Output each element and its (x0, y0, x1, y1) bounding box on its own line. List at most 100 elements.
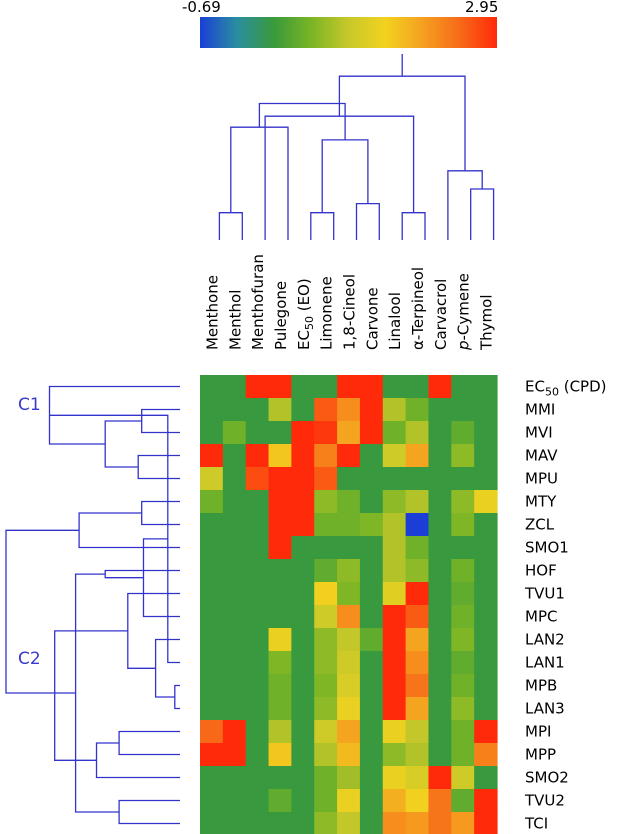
column-label: Carvone (363, 287, 381, 350)
heatmap-cell (268, 628, 292, 652)
heatmap-cell (405, 812, 430, 834)
heatmap-cell (245, 467, 270, 491)
heatmap-cell (474, 398, 498, 422)
heatmap-cell (428, 697, 452, 721)
heatmap-cell (382, 812, 407, 834)
row-label: MVI (525, 424, 553, 442)
heatmap-cell (337, 467, 361, 491)
column-dendrogram-branch (310, 212, 335, 240)
row-label: TCI (524, 815, 548, 833)
heatmap-cell (245, 651, 270, 675)
column-dendrogram-branch (401, 212, 426, 240)
heatmap-cell (222, 789, 247, 813)
heatmap-cell (428, 421, 452, 445)
heatmap-cell (291, 812, 315, 834)
heatmap-cell (337, 605, 361, 629)
row-label: SMO2 (525, 769, 569, 787)
heatmap-cell (200, 375, 224, 399)
column-dendrogram-branch (355, 202, 380, 240)
row-dendrogram-branch (137, 454, 180, 480)
heatmap-cell (359, 651, 384, 675)
heatmap-cell (200, 513, 224, 537)
heatmap-cell (314, 789, 338, 813)
heatmap-cell (222, 375, 247, 399)
heatmap-cell (382, 467, 407, 491)
heatmap-cell (451, 536, 475, 560)
heatmap-cell (245, 628, 270, 652)
row-label: HOF (525, 562, 557, 580)
heatmap-cell (474, 812, 498, 834)
heatmap-cell (359, 444, 384, 468)
heatmap-cell (245, 720, 270, 744)
heatmap-cell (245, 766, 270, 790)
heatmap-cell (222, 582, 247, 606)
heatmap-cell (268, 789, 292, 813)
heatmap-cell (451, 628, 475, 652)
heatmap-cell (291, 421, 315, 445)
heatmap-cell (474, 766, 498, 790)
heatmap-cell (200, 421, 224, 445)
heatmap-cell (382, 766, 407, 790)
row-label: LAN2 (525, 631, 565, 649)
heatmap-cell (314, 398, 338, 422)
colorbar-min-label: -0.69 (182, 0, 221, 16)
heatmap-cell (382, 697, 407, 721)
row-label: TVU2 (524, 792, 565, 810)
heatmap-cell (405, 398, 430, 422)
heatmap-cell (428, 398, 452, 422)
heatmap-cell (474, 789, 498, 813)
heatmap-cell (222, 559, 247, 583)
heatmap-cell (268, 536, 292, 560)
heatmap-cell (245, 697, 270, 721)
heatmap-cell (405, 766, 430, 790)
colorbar-gradient (200, 17, 497, 48)
row-label: MMI (525, 401, 555, 419)
heatmap-cell (337, 513, 361, 537)
column-dendrogram-branch (338, 75, 466, 171)
heatmap-cell (428, 628, 452, 652)
heatmap-cell (245, 559, 270, 583)
row-dendrogram-branch (104, 569, 180, 579)
row-label: MPB (525, 677, 557, 695)
cluster-label-c2: C2 (18, 649, 41, 669)
heatmap-cell (314, 766, 338, 790)
heatmap-cell (359, 536, 384, 560)
heatmap-cell (222, 490, 247, 514)
heatmap-cell (405, 490, 430, 514)
row-dendrogram-branch (5, 529, 80, 694)
heatmap-cell (222, 720, 247, 744)
heatmap-cell (428, 559, 452, 583)
heatmap-cell (382, 398, 407, 422)
heatmap-cell (200, 444, 224, 468)
heatmap-cell (268, 467, 292, 491)
heatmap-cell (314, 559, 338, 583)
heatmap-cell (291, 628, 315, 652)
heatmap-cells (200, 375, 498, 834)
heatmap-cell (451, 674, 475, 698)
heatmap-cell (405, 444, 430, 468)
heatmap-cell (382, 536, 407, 560)
heatmap-cell (291, 375, 315, 399)
row-dendrogram-branch (141, 408, 180, 434)
heatmap-cell (451, 513, 475, 537)
colorbar-max-label: 2.95 (465, 0, 498, 16)
heatmap-cell (268, 421, 292, 445)
heatmap-cell (359, 421, 384, 445)
heatmap-cell (245, 444, 270, 468)
heatmap-cell (337, 674, 361, 698)
heatmap-cell (222, 444, 247, 468)
heatmap-cell (428, 812, 452, 834)
heatmap-cell (405, 697, 430, 721)
heatmap-cell (405, 536, 430, 560)
heatmap-cell (291, 743, 315, 767)
heatmap-cell (222, 651, 247, 675)
heatmap-cell (291, 559, 315, 583)
heatmap-cell (337, 421, 361, 445)
heatmap-cell (405, 674, 430, 698)
column-label: p-Cymene (455, 273, 473, 351)
heatmap-cell (291, 720, 315, 744)
heatmap-cell (200, 559, 224, 583)
heatmap-cell (314, 720, 338, 744)
row-label: LAN1 (525, 654, 565, 672)
heatmap-cell (359, 513, 384, 537)
